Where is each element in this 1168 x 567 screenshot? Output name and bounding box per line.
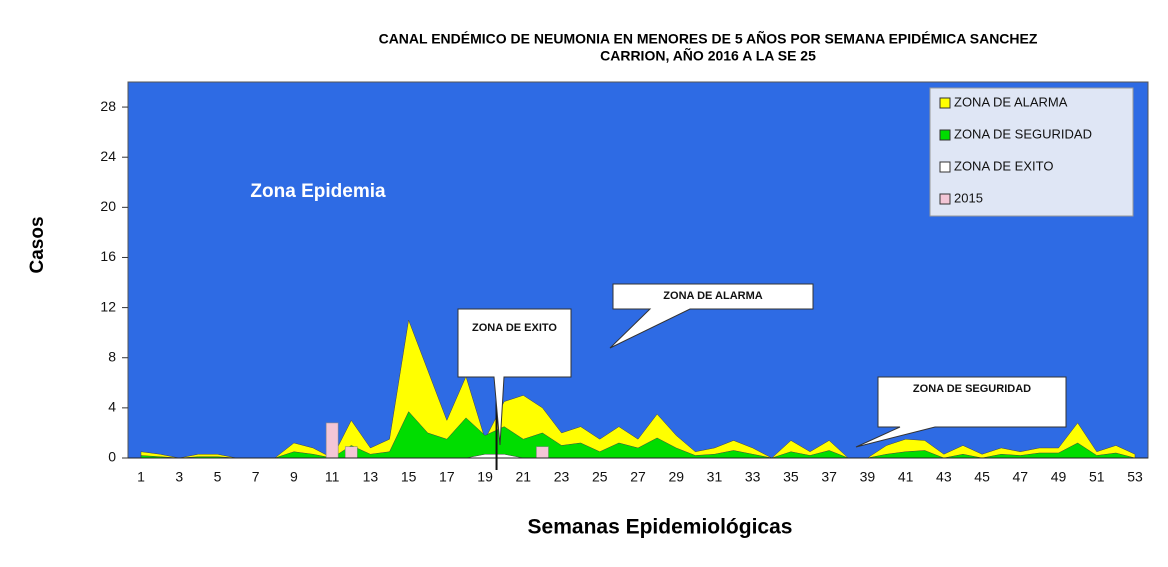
legend-label: ZONA DE ALARMA — [954, 94, 1068, 109]
x-tick-label: 11 — [325, 469, 340, 485]
zone-label: Zona Epidemia — [250, 181, 386, 202]
callout-text: ZONA DE ALARMA — [663, 290, 762, 302]
chart-title: CARRION, AÑO 2016 A LA SE 25 — [600, 47, 816, 64]
y-tick-label: 4 — [108, 399, 116, 415]
callout-box — [609, 283, 814, 349]
y-axis-label: Casos — [27, 216, 48, 273]
x-tick-label: 29 — [668, 469, 684, 485]
y-tick-label: 16 — [100, 248, 116, 264]
x-tick-label: 19 — [477, 469, 493, 485]
x-tick-label: 49 — [1051, 469, 1067, 485]
legend-swatch — [939, 161, 951, 173]
x-tick-label: 3 — [175, 469, 183, 485]
x-tick-label: 43 — [936, 469, 952, 485]
callout-box — [457, 308, 572, 446]
y-tick-label: 28 — [100, 98, 116, 114]
x-tick-label: 23 — [554, 469, 570, 485]
bar-2015 — [344, 446, 358, 459]
x-tick-label: 47 — [1013, 469, 1029, 485]
x-tick-label: 17 — [439, 469, 455, 485]
legend-swatch — [939, 129, 951, 141]
legend-label: 2015 — [954, 190, 983, 205]
x-tick-label: 53 — [1127, 469, 1143, 485]
legend-swatch — [939, 97, 951, 109]
legend-box — [929, 87, 1134, 217]
zone-area — [140, 319, 1136, 459]
x-tick-label: 27 — [630, 469, 646, 485]
x-tick-label: 1 — [137, 469, 145, 485]
callout-text: ZONA DE EXITO — [472, 322, 557, 334]
bar-2015 — [325, 422, 339, 459]
x-axis-label: Semanas Epidemiológicas — [528, 516, 793, 539]
x-tick-label: 39 — [860, 469, 876, 485]
y-tick-label: 12 — [100, 298, 116, 314]
y-tick-label: 20 — [100, 198, 116, 214]
legend-label: ZONA DE EXITO — [954, 158, 1053, 173]
x-tick-label: 9 — [290, 469, 298, 485]
x-tick-label: 41 — [898, 469, 914, 485]
x-tick-label: 13 — [363, 469, 379, 485]
callout-text: ZONA DE SEGURIDAD — [913, 383, 1031, 395]
legend-swatch — [939, 193, 951, 205]
bar-2015 — [536, 446, 549, 459]
callout-box — [855, 376, 1067, 448]
y-tick-label: 8 — [108, 348, 116, 364]
x-tick-label: 51 — [1089, 469, 1105, 485]
y-tick-label: 0 — [108, 449, 116, 465]
x-tick-label: 15 — [401, 469, 417, 485]
x-tick-label: 5 — [214, 469, 222, 485]
x-tick-label: 25 — [592, 469, 608, 485]
x-tick-label: 45 — [974, 469, 990, 485]
x-tick-label: 21 — [516, 469, 532, 485]
x-tick-label: 35 — [783, 469, 799, 485]
x-tick-label: 33 — [745, 469, 761, 485]
x-tick-label: 37 — [821, 469, 837, 485]
legend-label: ZONA DE SEGURIDAD — [954, 126, 1092, 141]
x-tick-label: 7 — [252, 469, 260, 485]
x-tick-label: 31 — [707, 469, 723, 485]
chart-title: CANAL ENDÉMICO DE NEUMONIA EN MENORES DE… — [379, 30, 1038, 47]
y-tick-label: 24 — [100, 148, 116, 164]
